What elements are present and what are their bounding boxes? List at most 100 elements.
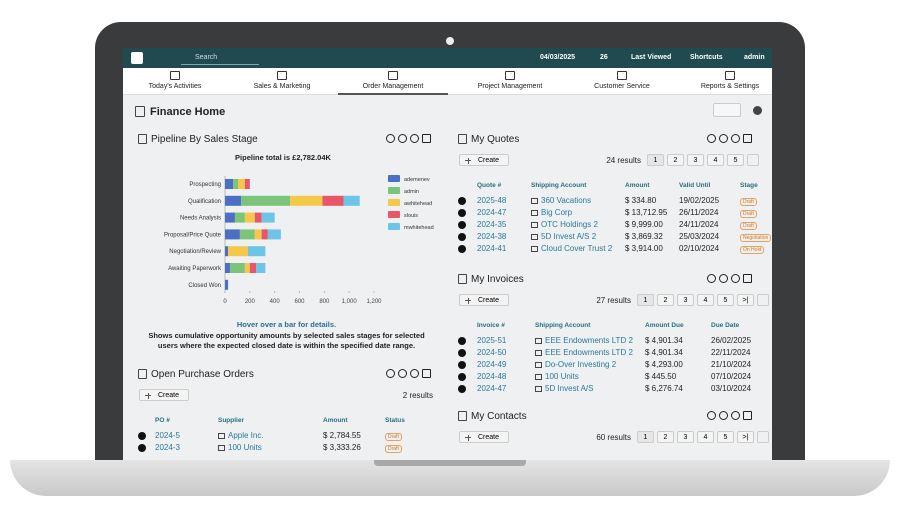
cell[interactable]: 2024-5 — [155, 431, 180, 440]
user[interactable]: admin — [744, 54, 765, 61]
page-last[interactable]: >| — [737, 431, 754, 443]
panel-tool[interactable] — [719, 134, 728, 143]
logo[interactable] — [131, 52, 143, 64]
cell[interactable]: 2025-51 — [477, 336, 507, 345]
cell[interactable]: 2024-49 — [477, 360, 507, 369]
nav-tab[interactable]: Project Management — [455, 68, 565, 95]
cell[interactable]: 2024-41 — [477, 244, 507, 253]
page-button[interactable]: 2 — [667, 154, 684, 166]
page-button[interactable]: 3 — [687, 154, 704, 166]
row-info-icon[interactable] — [458, 209, 466, 217]
panel-tool[interactable] — [707, 411, 716, 420]
page-button[interactable]: 5 — [717, 294, 734, 306]
row-info-icon[interactable] — [458, 221, 466, 229]
row-info-icon[interactable] — [458, 245, 466, 253]
page-button[interactable]: 3 — [677, 294, 694, 306]
nav-icon — [277, 71, 287, 80]
cell[interactable]: 360 Vacations — [541, 196, 592, 205]
panel-tool[interactable] — [410, 369, 419, 378]
panel-tool[interactable] — [707, 274, 716, 283]
cell[interactable]: 2024-35 — [477, 220, 507, 229]
messages[interactable]: 26 — [600, 54, 608, 61]
panel-tool[interactable] — [731, 411, 740, 420]
nav-tab[interactable]: Customer Service — [567, 68, 677, 95]
page-button[interactable]: 4 — [707, 154, 724, 166]
row-info-icon[interactable] — [138, 444, 146, 452]
date[interactable]: 04/03/2025 — [540, 54, 576, 61]
page-button[interactable]: 1 — [637, 294, 654, 306]
row-info-icon[interactable] — [138, 432, 146, 440]
page-button[interactable]: 4 — [697, 431, 714, 443]
cell[interactable]: 2024-47 — [477, 208, 507, 217]
cell: $ 6,276.74 — [645, 384, 683, 393]
settings-menu[interactable] — [713, 103, 741, 117]
nav-tab[interactable]: Sales & Marketing — [227, 68, 337, 95]
row-info-icon[interactable] — [458, 337, 466, 345]
page-button[interactable]: 4 — [697, 294, 714, 306]
cell: 26/02/2025 — [711, 336, 752, 345]
page-menu[interactable] — [757, 294, 769, 306]
nav-tab[interactable]: Order Management — [338, 68, 448, 95]
nav-tab[interactable]: Reports & Settings — [675, 68, 772, 95]
cell[interactable]: EEE Endowments LTD 2 — [545, 348, 633, 357]
panel-tool[interactable] — [719, 274, 728, 283]
panel-tool[interactable] — [743, 411, 752, 420]
last-viewed[interactable]: Last Viewed — [631, 54, 672, 61]
page-button[interactable]: 3 — [677, 431, 694, 443]
panel-tool[interactable] — [743, 274, 752, 283]
cell[interactable]: 2024-47 — [477, 384, 507, 393]
panel-tool[interactable] — [386, 134, 395, 143]
cell[interactable]: OTC Holdings 2 — [541, 220, 598, 229]
create-button[interactable]: Create — [459, 294, 509, 306]
create-button[interactable]: Create — [459, 431, 509, 443]
create-button[interactable]: Create — [459, 154, 509, 166]
cell[interactable]: Apple Inc. — [228, 431, 264, 440]
page-last[interactable]: >| — [737, 294, 754, 306]
panel-tool[interactable] — [422, 369, 431, 378]
shortcuts[interactable]: Shortcuts — [690, 54, 723, 61]
cell[interactable]: EEE Endowments LTD 2 — [545, 336, 633, 345]
search-box[interactable]: Search — [181, 51, 259, 65]
cell[interactable]: 100 Units — [545, 372, 579, 381]
page-menu[interactable] — [747, 154, 759, 166]
cell[interactable]: 2024-50 — [477, 348, 507, 357]
row-info-icon[interactable] — [458, 197, 466, 205]
panel-tool[interactable] — [719, 411, 728, 420]
cell[interactable]: 5D Invest A/S — [545, 384, 594, 393]
page-menu[interactable] — [757, 431, 769, 443]
panel: My Invoices Create 27 results 1 2 3 4 5 >| Invoic… — [453, 268, 769, 397]
cell[interactable]: 2024-48 — [477, 372, 507, 381]
panel-tool[interactable] — [731, 274, 740, 283]
bar-segment — [225, 246, 229, 257]
row-info-icon[interactable] — [458, 349, 466, 357]
cell[interactable]: Cloud Cover Trust 2 — [541, 244, 613, 253]
page-button[interactable]: 1 — [637, 431, 654, 443]
cell[interactable]: 100 Units — [228, 443, 262, 452]
panel-tool[interactable] — [398, 134, 407, 143]
cell[interactable]: 2024-3 — [155, 443, 180, 452]
panel-tool[interactable] — [410, 134, 419, 143]
page-button[interactable]: 5 — [717, 431, 734, 443]
panel-tool[interactable] — [743, 134, 752, 143]
panel-tool[interactable] — [422, 134, 431, 143]
row-info-icon[interactable] — [458, 233, 466, 241]
row-info-icon[interactable] — [458, 361, 466, 369]
page-button[interactable]: 2 — [657, 294, 674, 306]
row-info-icon[interactable] — [458, 385, 466, 393]
panel-tool[interactable] — [398, 369, 407, 378]
panel-tool[interactable] — [731, 134, 740, 143]
nav-tab[interactable]: Today's Activities — [123, 68, 230, 95]
cell[interactable]: Do-Over Investing 2 — [545, 360, 617, 369]
page-button[interactable]: 5 — [727, 154, 744, 166]
create-button[interactable]: Create — [139, 389, 189, 401]
cell[interactable]: 2024-38 — [477, 232, 507, 241]
panel-tool[interactable] — [707, 134, 716, 143]
row-info-icon[interactable] — [458, 373, 466, 381]
page-button[interactable]: 2 — [657, 431, 674, 443]
help-icon[interactable] — [753, 106, 762, 115]
cell[interactable]: 2025-48 — [477, 196, 507, 205]
cell[interactable]: Big Corp — [541, 208, 573, 217]
cell[interactable]: 5D Invest A/S 2 — [541, 232, 597, 241]
panel-tool[interactable] — [386, 369, 395, 378]
page-button[interactable]: 1 — [647, 154, 664, 166]
